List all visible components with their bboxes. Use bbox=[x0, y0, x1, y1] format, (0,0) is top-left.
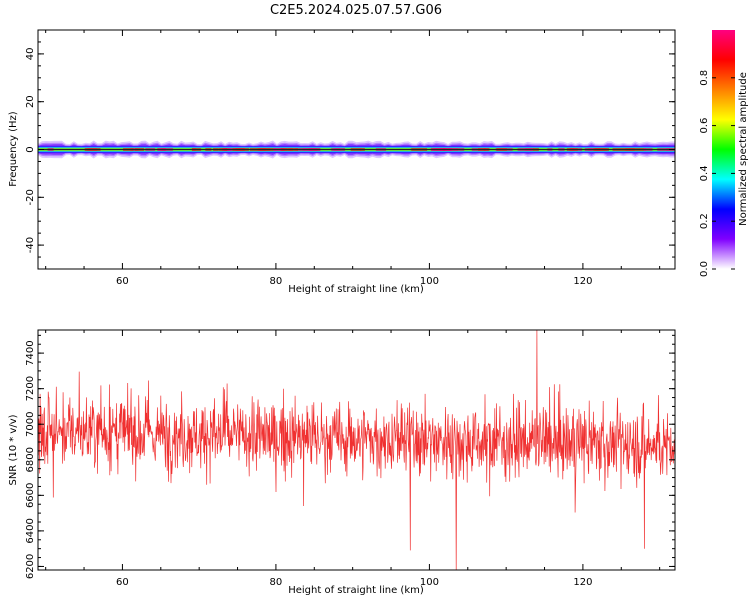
snr-ytick-label: 6200 bbox=[25, 554, 36, 579]
spectrogram-band bbox=[38, 140, 675, 159]
snr-ytick-label: 6600 bbox=[25, 483, 36, 508]
colorbar-fill bbox=[712, 30, 735, 269]
snr-ytick-label: 6400 bbox=[25, 518, 36, 543]
colorbar: 0.0 0.2 0.4 0.6 0.8 Normalized spectral ampl… bbox=[699, 30, 749, 277]
spectrogram-ytick-label: 0 bbox=[25, 146, 36, 152]
snr-ylabel: SNR (10 * v/v) bbox=[8, 414, 19, 485]
spectrogram-ytick-label: -40 bbox=[25, 237, 36, 253]
colorbar-tick-label: 0.6 bbox=[699, 118, 710, 134]
spectrogram-ticks: 60 80 100 120 -40 -20 0 20 40 bbox=[25, 29, 675, 287]
spectrogram-xtick-label: 100 bbox=[420, 276, 439, 287]
snr-xtick-label: 60 bbox=[116, 577, 129, 588]
snr-line bbox=[38, 330, 675, 570]
snr-ytick-label: 7000 bbox=[25, 411, 36, 436]
snr-ticks: 60 80 100 120 6200 6400 6600 6800 7000 7200 7400 bbox=[25, 330, 675, 588]
snr-panel: 60 80 100 120 6200 6400 6600 6800 7000 7200 7400 H… bbox=[8, 329, 676, 596]
colorbar-label: Normalized spectral amplitude bbox=[738, 72, 749, 226]
snr-xtick-label: 120 bbox=[573, 577, 592, 588]
spectrogram-ylabel: Frequency (Hz) bbox=[8, 111, 19, 187]
colorbar-tick-label: 0.0 bbox=[699, 261, 710, 277]
spectrogram-ytick-label: -20 bbox=[25, 189, 36, 205]
colorbar-tick-label: 0.8 bbox=[699, 70, 710, 86]
colorbar-tick-label: 0.4 bbox=[699, 165, 710, 181]
figure-title: C2E5.2024.025.07.57.G06 bbox=[270, 3, 442, 18]
colorbar-tick-label: 0.2 bbox=[699, 213, 710, 229]
snr-ytick-label: 7400 bbox=[25, 340, 36, 365]
spectrogram-xtick-label: 60 bbox=[116, 276, 129, 287]
spectrogram-xlabel: Height of straight line (km) bbox=[288, 284, 424, 295]
snr-ytick-label: 7200 bbox=[25, 376, 36, 401]
snr-ytick-label: 6800 bbox=[25, 447, 36, 472]
spectrogram-xtick-label: 120 bbox=[573, 276, 592, 287]
spectrogram-xtick-label: 80 bbox=[270, 276, 283, 287]
snr-xtick-label: 100 bbox=[420, 577, 439, 588]
colorbar-ticks: 0.0 0.2 0.4 0.6 0.8 bbox=[699, 70, 735, 277]
snr-xtick-label: 80 bbox=[270, 577, 283, 588]
spectrogram-panel: 60 80 100 120 -40 -20 0 20 40 Height of straight… bbox=[8, 29, 676, 295]
snr-xlabel: Height of straight line (km) bbox=[288, 585, 424, 596]
snr-frame bbox=[37, 329, 676, 571]
spectrogram-ytick-label: 40 bbox=[25, 48, 36, 61]
spectrogram-ytick-label: 20 bbox=[25, 95, 36, 108]
